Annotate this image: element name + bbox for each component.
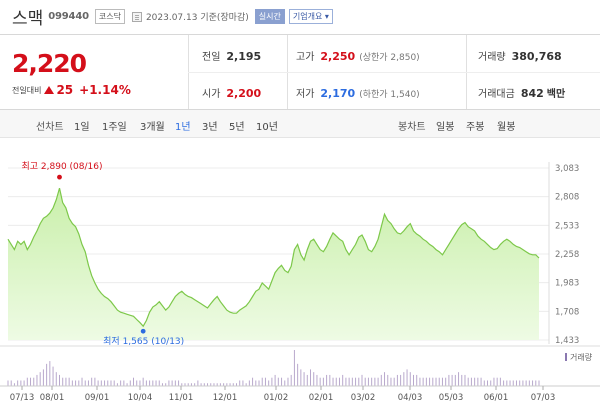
- volume-legend: 거래량: [570, 352, 593, 362]
- price-area: [8, 188, 539, 340]
- divider: [188, 72, 600, 73]
- current-price: 2,220: [12, 49, 87, 78]
- stat-prev-close: 전일 2,195: [202, 50, 262, 63]
- x-tick-label: 08/01: [40, 393, 65, 403]
- candle-tab-daily[interactable]: 일봉: [436, 122, 455, 133]
- stat-open: 시가 2,200: [202, 87, 262, 100]
- period-tab-1w[interactable]: 1주일: [102, 122, 127, 133]
- x-tick-label: 12/01: [213, 393, 238, 403]
- x-tick-label: 11/01: [169, 393, 194, 403]
- period-tab-3y[interactable]: 3년: [202, 122, 218, 133]
- y-tick-label: 1,708: [555, 307, 579, 317]
- y-tick-label: 2,808: [555, 193, 579, 203]
- price-chart-svg[interactable]: 최고 2,890 (08/16) 최저 1,565 (10/13) 3,083 2,…: [0, 138, 600, 412]
- y-tick-label: 1,983: [555, 279, 579, 289]
- x-tick-label: 02/01: [309, 393, 334, 403]
- price-chart[interactable]: 최고 2,890 (08/16) 최저 1,565 (10/13) 3,083 2,…: [0, 138, 600, 412]
- stat-volume: 거래량 380,768: [478, 50, 562, 63]
- volume-legend-icon: [565, 353, 567, 361]
- x-tick-label: 05/03: [439, 393, 464, 403]
- x-tick-label: 07/03: [531, 393, 556, 403]
- min-marker: [140, 328, 146, 334]
- x-tick-label: 09/01: [85, 393, 110, 403]
- market-badge: 코스닥: [94, 9, 125, 24]
- x-tick-label: 04/03: [398, 393, 423, 403]
- stat-amount: 거래대금 842 백만: [478, 87, 566, 100]
- max-marker: [57, 174, 62, 180]
- change-value: 25: [56, 83, 74, 97]
- period-tab-10y[interactable]: 10년: [256, 122, 278, 133]
- x-tick-label: 06/01: [484, 393, 509, 403]
- stock-header: 스맥 099440 코스닥 2023.07.13 기준(장마감) 실시간 기업개…: [0, 0, 600, 33]
- price-line: [7, 187, 540, 328]
- y-tick-label: 1,433: [555, 336, 579, 346]
- y-tick-label: 2,258: [555, 250, 579, 260]
- candle-tab-weekly[interactable]: 주봉: [466, 122, 485, 133]
- base-date: 2023.07.13 기준(장마감): [145, 13, 249, 23]
- period-tab-1y[interactable]: 1년: [175, 122, 191, 133]
- realtime-button[interactable]: 실시간: [254, 9, 285, 24]
- period-tab-3m[interactable]: 3개월: [140, 122, 165, 133]
- calendar-icon: [131, 11, 142, 22]
- up-arrow-icon: [44, 86, 55, 94]
- candle-tab-monthly[interactable]: 월봉: [497, 122, 516, 133]
- price-change: 전일대비 25 +1.14%: [12, 83, 131, 97]
- period-tab-1d[interactable]: 1일: [74, 122, 90, 133]
- y-tick-label: 2,533: [555, 221, 579, 231]
- change-label: 전일대비: [12, 85, 42, 95]
- change-percent: +1.14%: [79, 83, 131, 97]
- chart-toolbar: 선차트 1일 1주일 3개월 1년 3년 5년 10년 봉차트 일봉 주봉 월봉: [0, 110, 600, 138]
- stock-code: 099440: [48, 11, 89, 22]
- x-tick-label: 01/02: [264, 393, 289, 403]
- x-tick-label: 03/02: [351, 393, 376, 403]
- stock-name: 스맥: [12, 9, 44, 29]
- company-info-button[interactable]: 기업개요 ▾: [288, 9, 333, 24]
- price-panel: 2,220 전일대비 25 +1.14% 전일 2,195 시가 2,200 고…: [0, 34, 600, 110]
- max-annotation: 최고 2,890 (08/16): [21, 161, 102, 172]
- period-tab-5y[interactable]: 5년: [229, 122, 245, 133]
- y-tick-label: 3,083: [555, 164, 579, 174]
- stat-high: 고가 2,250 (상한가 2,850): [296, 50, 420, 63]
- x-tick-label: 07/13: [10, 393, 35, 403]
- stat-low: 저가 2,170 (하한가 1,540): [296, 87, 420, 100]
- x-tick-label: 10/04: [128, 393, 153, 403]
- min-annotation: 최저 1,565 (10/13): [103, 336, 184, 347]
- candle-chart-label: 봉차트: [398, 122, 426, 133]
- line-chart-label: 선차트: [36, 122, 64, 133]
